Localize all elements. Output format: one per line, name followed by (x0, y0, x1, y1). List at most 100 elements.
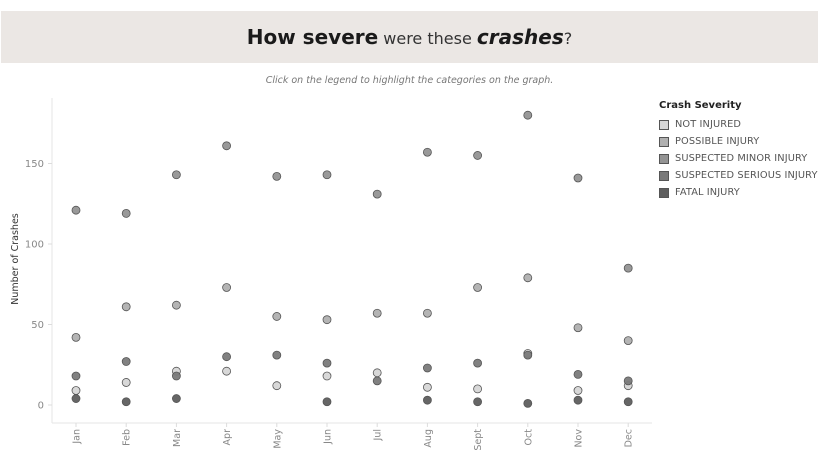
data-point (121, 357, 131, 366)
legend-swatch (659, 153, 669, 164)
series-suspected-minor-injury (71, 110, 633, 273)
legend-items: NOT INJURED POSSIBLE INJURY SUSPECTED MINO… (659, 116, 818, 201)
data-point (71, 205, 81, 215)
data-point (222, 141, 232, 151)
data-point (322, 170, 332, 180)
series-fatal-injury (71, 394, 633, 408)
y-axis-title: Number of Crashes (10, 213, 21, 305)
data-point (422, 308, 432, 318)
legend-label: NOT INJURED (675, 119, 742, 130)
data-point (171, 170, 181, 180)
data-point (422, 147, 432, 157)
legend-item[interactable]: SUSPECTED SERIOUS INJURY (659, 167, 818, 184)
legend-item[interactable]: NOT INJURED (659, 116, 818, 133)
data-point (473, 283, 483, 292)
data-point (121, 397, 131, 407)
data-point (372, 189, 382, 199)
data-point (372, 368, 382, 378)
legend-swatch (659, 170, 669, 181)
x-tick-label: Oct (523, 429, 534, 446)
data-point (573, 323, 583, 333)
data-point (422, 382, 432, 392)
data-point (171, 394, 181, 403)
data-point (222, 283, 232, 292)
data-point (422, 395, 432, 405)
data-point (71, 332, 81, 342)
data-point (71, 371, 81, 381)
data-point (473, 151, 483, 160)
data-point (272, 312, 282, 321)
title-part-1: How severe (246, 25, 379, 49)
data-point (272, 381, 282, 391)
page-title: How severe were these crashes? (247, 25, 572, 49)
data-point (623, 336, 633, 346)
title-part-4: ? (563, 29, 573, 48)
data-point (272, 350, 282, 360)
data-point (372, 308, 382, 318)
data-point (222, 366, 232, 376)
x-tick-label: Nov (574, 429, 585, 448)
data-point (71, 386, 81, 395)
data-point (623, 376, 633, 386)
legend-label: SUSPECTED MINOR INJURY (675, 153, 808, 164)
data-point (372, 376, 382, 386)
data-point (121, 302, 131, 312)
data-point (121, 209, 131, 218)
data-point (171, 300, 181, 310)
chart-subtitle: Click on the legend to highlight the cat… (265, 75, 554, 86)
data-point (573, 386, 583, 395)
data-point (573, 370, 583, 379)
series-possible-injury (71, 273, 633, 346)
legend-label: POSSIBLE INJURY (675, 136, 760, 147)
data-point (523, 398, 533, 408)
title-part-3: crashes (476, 25, 564, 49)
data-point (573, 395, 583, 405)
legend-swatch (659, 187, 669, 198)
data-point (523, 350, 533, 360)
data-point (322, 371, 332, 381)
x-tick-label: Feb (122, 429, 133, 446)
y-tick-label: 100 (25, 240, 44, 251)
data-point (573, 173, 583, 183)
x-tick-label: Aug (423, 429, 434, 448)
data-point (473, 397, 483, 407)
title-part-2: were these (378, 29, 477, 48)
legend-item[interactable]: FATAL INJURY (659, 184, 818, 201)
x-tick-label: Apr (222, 429, 233, 446)
data-point (623, 263, 633, 273)
x-tick-label: May (272, 429, 283, 449)
data-point (473, 358, 483, 368)
series-suspected-serious-injury (71, 350, 633, 386)
data-point (623, 397, 633, 407)
y-tick-label: 150 (25, 159, 44, 170)
data-point (523, 273, 533, 283)
legend-swatch (659, 119, 669, 130)
data-point (272, 171, 282, 181)
data-point (121, 378, 131, 387)
legend-label: FATAL INJURY (675, 187, 740, 198)
legend-item[interactable]: SUSPECTED MINOR INJURY (659, 150, 818, 167)
data-point (473, 384, 483, 394)
x-tick-label: Jan (72, 429, 83, 445)
x-tick-label: Sept (473, 429, 484, 451)
legend-title: Crash Severity (659, 100, 742, 111)
y-tick-label: 0 (38, 401, 44, 412)
x-tick-label: Jun (323, 429, 334, 445)
data-point (322, 397, 332, 407)
x-tick-label: Dec (624, 429, 635, 447)
x-tick-label: Jul (373, 429, 384, 441)
data-point (523, 110, 533, 120)
x-tick-label: Mar (172, 429, 183, 447)
y-tick-label: 50 (31, 320, 44, 331)
data-point (71, 394, 81, 403)
header-banner: How severe were these crashes? (1, 11, 818, 63)
legend-item[interactable]: POSSIBLE INJURY (659, 133, 818, 150)
data-point (322, 315, 332, 325)
data-point (322, 358, 332, 368)
legend-swatch (659, 136, 669, 147)
series-not-injured (71, 349, 633, 395)
data-point (422, 363, 432, 373)
data-point (171, 371, 181, 381)
legend: Crash Severity NOT INJURED POSSIBLE INJUR… (659, 100, 818, 201)
